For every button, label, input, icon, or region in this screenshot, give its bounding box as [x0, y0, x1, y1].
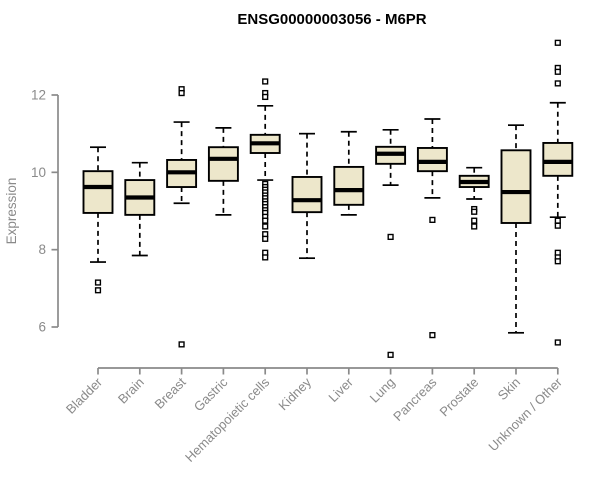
- outlier-point: [387, 233, 394, 241]
- x-tick-label-gastric: Gastric: [191, 374, 231, 414]
- box-gastric: [207, 127, 239, 216]
- box-kidney: [291, 132, 323, 260]
- outlier-point: [429, 216, 436, 223]
- y-tick-label: 12: [31, 88, 46, 103]
- box-brain: [124, 161, 156, 257]
- box-lung: [375, 128, 407, 358]
- outlier-point: [554, 222, 561, 229]
- x-tick-label-lung: Lung: [367, 375, 398, 406]
- iqr-box: [500, 149, 532, 224]
- iqr-box: [542, 141, 574, 177]
- outlier-point: [471, 223, 478, 230]
- iqr-box: [207, 146, 239, 182]
- chart-title: ENSG00000003056 - M6PR: [237, 11, 427, 28]
- box-unknown-other: [542, 39, 574, 346]
- outlier-point: [262, 217, 269, 224]
- outlier-point: [262, 223, 269, 230]
- outlier-point: [554, 68, 561, 75]
- y-tick-label: 6: [38, 320, 46, 335]
- x-tick-label-kidney: Kidney: [275, 374, 314, 413]
- outlier-point: [554, 217, 561, 224]
- y-tick-label: 8: [38, 242, 46, 257]
- box-bladder: [82, 146, 114, 294]
- outlier-point: [471, 217, 478, 224]
- box-breast: [166, 86, 198, 348]
- box-pancreas: [416, 118, 448, 339]
- iqr-box: [291, 176, 323, 214]
- outlier-point: [94, 279, 102, 286]
- x-tick-label-brain: Brain: [115, 375, 147, 407]
- outlier-point: [554, 339, 561, 346]
- box-skin: [500, 124, 532, 334]
- outlier-point: [262, 93, 269, 101]
- y-tick-label: 10: [31, 165, 46, 180]
- outlier-point: [262, 78, 269, 85]
- outlier-point: [262, 235, 269, 242]
- box-prostate: [458, 166, 490, 230]
- outlier-point: [429, 332, 436, 339]
- outlier-point: [554, 39, 561, 46]
- iqr-box: [333, 165, 365, 206]
- outlier-point: [178, 89, 185, 97]
- y-axis-title: Expression: [4, 178, 19, 245]
- x-tick-label-bladder: Bladder: [63, 374, 106, 417]
- box-hematopoietic-cells: [249, 78, 281, 261]
- outlier-point: [471, 208, 478, 215]
- outlier-point: [178, 341, 185, 348]
- outlier-point: [554, 80, 561, 87]
- x-tick-label-liver: Liver: [325, 374, 356, 405]
- x-tick-label-breast: Breast: [152, 374, 189, 411]
- outlier-point: [387, 351, 394, 358]
- x-tick-label-pancreas: Pancreas: [390, 374, 440, 424]
- x-tick-label-prostate: Prostate: [436, 375, 481, 420]
- outlier-point: [262, 254, 269, 261]
- box-liver: [333, 130, 365, 216]
- x-tick-label-unknown-other: Unknown / Other: [485, 374, 565, 454]
- x-tick-label-skin: Skin: [495, 375, 523, 403]
- iqr-box: [416, 147, 448, 173]
- outlier-point: [554, 258, 561, 265]
- iqr-box: [82, 170, 114, 214]
- outlier-point: [94, 287, 102, 294]
